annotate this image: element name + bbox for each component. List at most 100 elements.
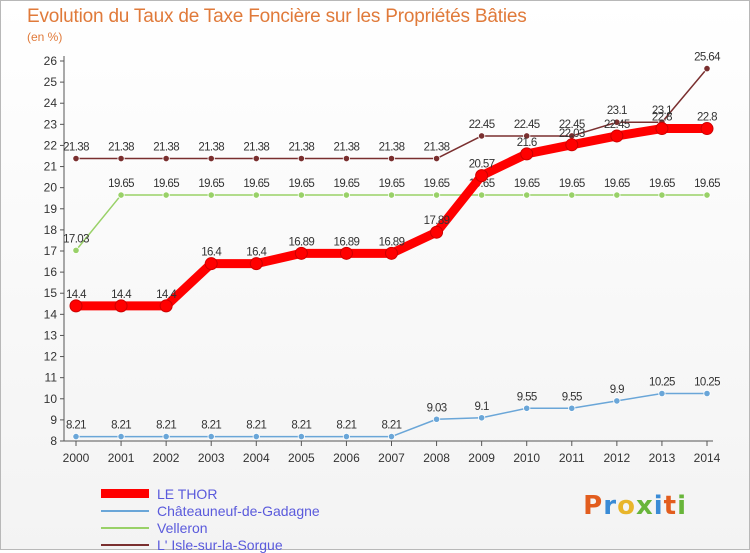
data-point [703,191,711,199]
data-point [387,432,396,441]
data-point [72,432,80,441]
legend-item: Châteauneuf-de-Gadagne [101,502,320,519]
data-point [249,257,263,271]
data-point [207,154,215,163]
data-point [658,191,666,199]
data-point [252,154,260,163]
y-tick-label: 18 [44,223,58,237]
data-label: 16.4 [246,247,267,259]
legend-item: LE THOR [101,485,320,502]
y-tick-label: 19 [44,202,58,216]
data-point [703,65,711,73]
x-tick-label: 2011 [559,451,585,465]
x-tick-label: 2008 [423,451,450,465]
chart-legend: LE THOR Châteauneuf-de-Gadagne Velleron L' … [101,485,320,553]
data-label: 8.21 [336,420,356,432]
data-label: 23.1 [652,105,672,117]
y-tick-label: 20 [44,181,58,195]
y-tick-label: 21 [44,160,58,174]
data-label: 21.38 [288,142,314,154]
legend-label: Châteauneuf-de-Gadagne [157,502,320,519]
legend-item: L' Isle-sur-la-Sorgue [101,536,320,553]
data-label: 21.38 [153,142,179,154]
legend-label: LE THOR [157,485,218,502]
logo-letter: x [635,491,654,521]
data-point [385,246,398,260]
data-label: 8.21 [66,420,86,432]
data-label: 19.65 [424,178,450,190]
x-tick-label: 2007 [378,451,405,465]
x-tick-label: 2006 [333,451,360,465]
data-point [523,132,531,140]
proxiti-logo: Proxiti [583,491,687,521]
data-label: 21.38 [379,142,405,154]
data-point [387,154,396,163]
data-label: 17.89 [424,215,450,227]
data-point [252,432,260,441]
data-label: 19.65 [108,178,134,190]
data-point [432,415,441,423]
data-point [478,132,486,140]
x-tick-label: 2003 [198,451,225,465]
data-point [117,432,125,441]
y-tick-label: 26 [44,54,58,68]
legend-label: L' Isle-sur-la-Sorgue [157,536,283,553]
y-tick-label: 9 [50,413,57,427]
x-tick-label: 2014 [694,451,721,465]
data-label: 22.45 [469,119,495,131]
legend-swatch [101,489,149,498]
data-label: 21.38 [334,142,360,154]
data-label: 25.64 [694,52,721,64]
data-label: 16.89 [334,236,360,248]
data-label: 8.21 [201,420,221,432]
y-tick-label: 22 [44,138,58,152]
legend-item: Velleron [101,519,320,536]
data-point [342,432,351,441]
data-point [297,154,305,163]
x-tick-label: 2004 [243,451,270,465]
data-point [342,154,351,163]
data-label: 10.25 [694,377,720,389]
y-tick-label: 16 [44,265,58,279]
data-point [72,246,80,254]
y-tick-label: 17 [44,244,58,258]
data-point [568,404,576,412]
data-point [478,191,486,199]
data-label: 21.6 [517,137,537,149]
data-label: 16.89 [379,236,405,248]
data-label: 16.4 [201,247,222,259]
x-tick-label: 2010 [513,451,540,465]
data-point [387,191,396,199]
data-label: 21.38 [198,142,224,154]
data-label: 21.38 [424,142,450,154]
x-tick-label: 2005 [288,451,315,465]
data-label: 22.8 [652,112,672,124]
logo-letter: r [603,491,618,521]
legend-swatch [101,509,149,512]
data-label: 8.21 [291,420,311,432]
data-label: 22.45 [514,119,540,131]
data-point [613,118,621,126]
data-label: 9.9 [610,384,624,396]
data-point [565,138,579,152]
data-label: 19.65 [198,178,224,190]
data-label: 14.4 [111,289,132,301]
data-point [162,154,170,163]
data-label: 19.65 [243,178,269,190]
data-point [162,432,170,441]
x-tick-label: 2000 [63,451,90,465]
y-tick-label: 24 [44,96,58,110]
data-label: 22.8 [697,112,717,124]
chart-title: Evolution du Taux de Taxe Foncière sur l… [27,6,527,27]
data-point [252,191,260,199]
data-label: 23.1 [607,105,627,117]
data-label: 19.65 [649,178,675,190]
data-label: 10.25 [649,377,675,389]
data-label: 21.38 [108,142,134,154]
data-point [568,191,576,199]
data-point [117,191,125,199]
y-tick-label: 15 [44,286,58,300]
series-3: 21.38 21.38 21.38 21.38 21.38 21.38 21.38 21.38… [63,52,722,163]
y-tick-label: 13 [44,328,58,342]
